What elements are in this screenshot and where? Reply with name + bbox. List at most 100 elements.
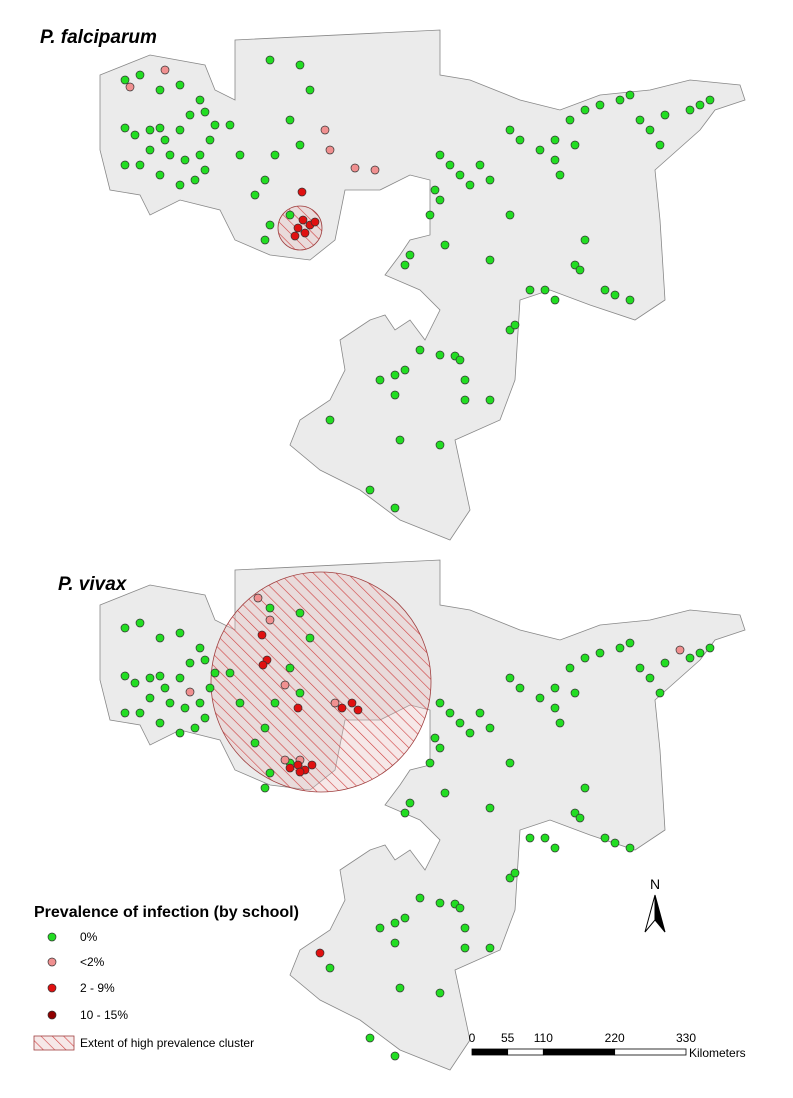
legend-symbol (47, 983, 57, 993)
school-point (250, 190, 260, 200)
school-point (645, 125, 655, 135)
school-point (145, 125, 155, 135)
school-point (175, 628, 185, 638)
school-point (320, 125, 330, 135)
school-point (120, 671, 130, 681)
school-point (475, 708, 485, 718)
school-point (555, 170, 565, 180)
school-point (580, 235, 590, 245)
school-point (440, 240, 450, 250)
school-point (155, 85, 165, 95)
school-point (290, 231, 300, 241)
school-point (305, 85, 315, 95)
school-point (600, 285, 610, 295)
school-point (210, 120, 220, 130)
school-point (550, 843, 560, 853)
north-label: N (650, 876, 660, 892)
school-point (325, 145, 335, 155)
school-point (175, 728, 185, 738)
school-point (685, 653, 695, 663)
school-point (130, 678, 140, 688)
school-point (580, 783, 590, 793)
school-point (390, 1051, 400, 1061)
school-point (315, 948, 325, 958)
school-point (195, 95, 205, 105)
school-point (175, 673, 185, 683)
school-point (295, 688, 305, 698)
school-point (195, 698, 205, 708)
scale-unit: Kilometers (689, 1046, 746, 1060)
school-point (265, 603, 275, 613)
school-point (400, 260, 410, 270)
school-point (510, 868, 520, 878)
school-point (415, 893, 425, 903)
school-point (435, 150, 445, 160)
school-point (460, 395, 470, 405)
school-point (130, 130, 140, 140)
school-point (625, 90, 635, 100)
school-point (460, 375, 470, 385)
school-point (460, 943, 470, 953)
school-point (195, 643, 205, 653)
scale-segment (507, 1048, 544, 1056)
school-point (165, 150, 175, 160)
legend-title: Prevalence of infection (by school) (34, 904, 299, 921)
school-point (505, 125, 515, 135)
school-point (485, 175, 495, 185)
school-point (120, 123, 130, 133)
school-point (435, 743, 445, 753)
scale-label: 330 (676, 1031, 696, 1045)
school-point (550, 295, 560, 305)
school-point (575, 265, 585, 275)
school-point (285, 763, 295, 773)
school-point (435, 440, 445, 450)
school-point (160, 135, 170, 145)
school-point (145, 145, 155, 155)
school-point (485, 255, 495, 265)
school-point (435, 698, 445, 708)
cluster-extent (210, 571, 432, 793)
school-point (610, 290, 620, 300)
school-point (365, 485, 375, 495)
school-point (353, 705, 363, 715)
legend-label: 2 - 9% (80, 981, 115, 995)
school-point (260, 235, 270, 245)
school-point (295, 608, 305, 618)
school-point (435, 350, 445, 360)
school-point (425, 758, 435, 768)
scale-segment (614, 1048, 687, 1056)
school-point (293, 223, 303, 233)
school-point (645, 673, 655, 683)
school-point (205, 135, 215, 145)
school-point (565, 663, 575, 673)
school-point (625, 638, 635, 648)
school-point (347, 698, 357, 708)
school-point (293, 703, 303, 713)
school-point (225, 120, 235, 130)
school-point (515, 135, 525, 145)
school-point (405, 250, 415, 260)
school-point (235, 698, 245, 708)
school-point (575, 813, 585, 823)
school-point (175, 180, 185, 190)
school-point (625, 295, 635, 305)
school-point (635, 663, 645, 673)
legend-label: 10 - 15% (80, 1008, 128, 1022)
school-point (390, 918, 400, 928)
school-point (465, 728, 475, 738)
map-panel: P. falciparum (40, 27, 746, 541)
school-point (200, 713, 210, 723)
school-point (175, 125, 185, 135)
school-point (550, 155, 560, 165)
school-point (205, 683, 215, 693)
school-point (595, 648, 605, 658)
school-point (370, 165, 380, 175)
school-point (445, 160, 455, 170)
school-point (600, 833, 610, 843)
school-point (160, 65, 170, 75)
school-point (145, 693, 155, 703)
school-point (285, 210, 295, 220)
school-point (425, 210, 435, 220)
school-point (675, 645, 685, 655)
